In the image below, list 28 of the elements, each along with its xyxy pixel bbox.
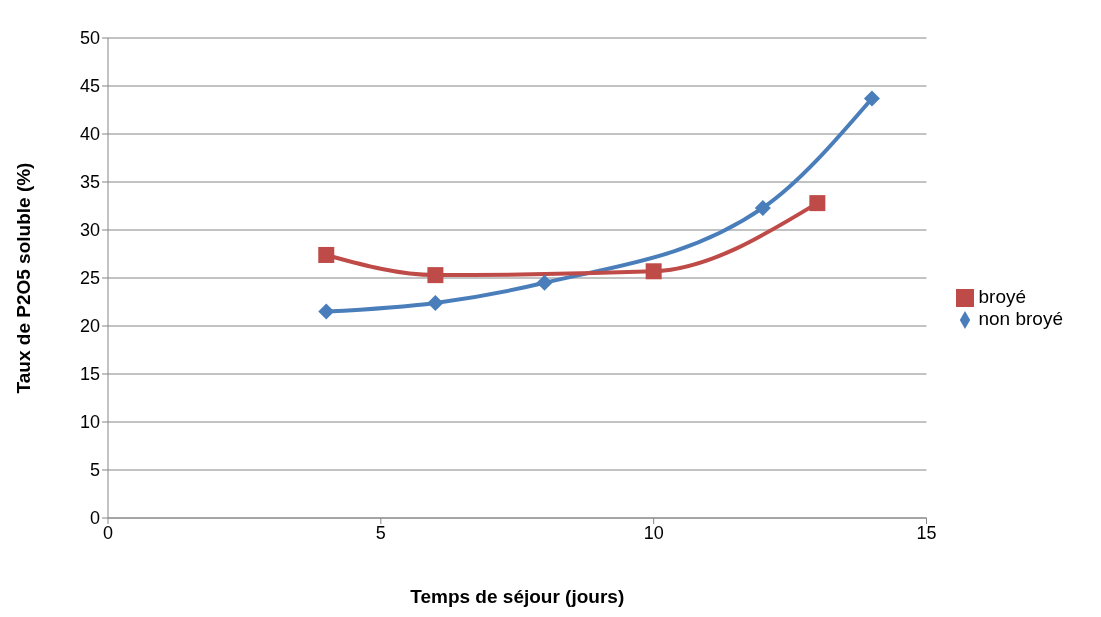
y-tick-label: 0	[89, 508, 100, 529]
y-tick-label: 25	[79, 268, 100, 289]
x-axis-title: Temps de séjour (jours)	[410, 586, 625, 607]
legend-label: non broyé	[978, 308, 1063, 329]
y-tick-label: 45	[79, 76, 100, 97]
point	[536, 274, 553, 291]
legend-label: broyé	[978, 286, 1027, 307]
x-tick-label: 0	[102, 522, 114, 543]
point	[754, 199, 771, 216]
point	[427, 294, 444, 311]
point	[427, 267, 444, 284]
x-tick-label: 5	[375, 522, 386, 543]
y-axis-title: Taux de P2O5 soluble (%)	[12, 162, 34, 394]
y-tick-label: 40	[79, 124, 100, 145]
point	[318, 246, 335, 263]
y-tick-label: 5	[89, 460, 100, 481]
x-tick-label: 10	[643, 522, 664, 543]
x-tick-label: 15	[916, 522, 937, 543]
point	[809, 195, 826, 212]
y-tick-label: 35	[79, 172, 100, 193]
point	[645, 263, 662, 280]
point	[863, 90, 880, 107]
point	[318, 303, 335, 320]
y-tick-label: 10	[79, 412, 100, 433]
y-tick-label: 30	[79, 220, 100, 241]
y-tick-label: 20	[79, 316, 100, 337]
y-tick-label: 50	[79, 28, 100, 49]
y-tick-label: 15	[79, 364, 100, 385]
